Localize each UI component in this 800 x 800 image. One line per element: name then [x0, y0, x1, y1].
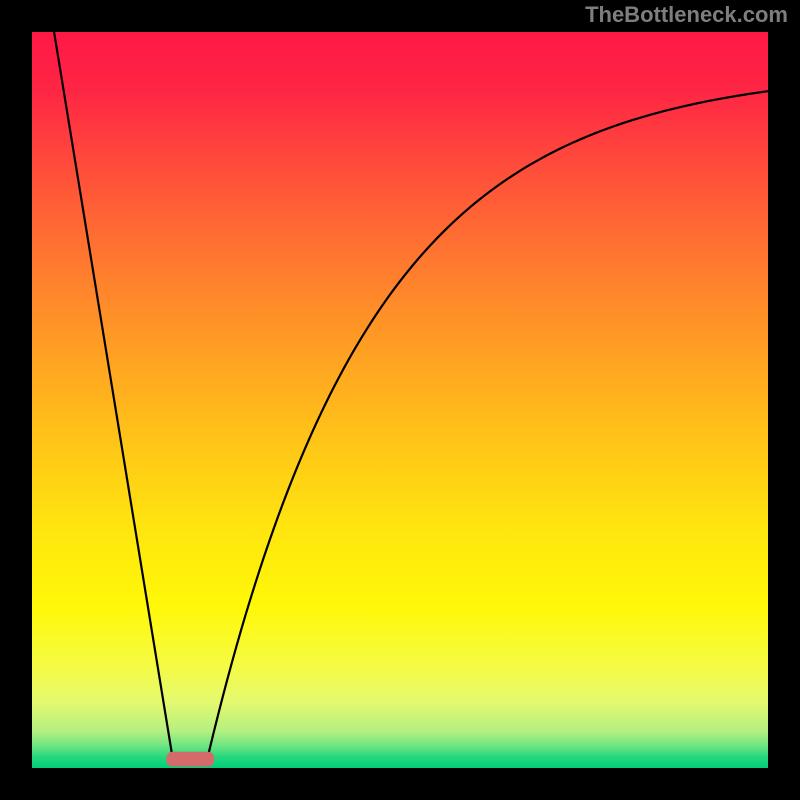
watermark: TheBottleneck.com — [585, 2, 788, 27]
plot-background — [32, 32, 768, 768]
min-marker — [166, 752, 214, 767]
